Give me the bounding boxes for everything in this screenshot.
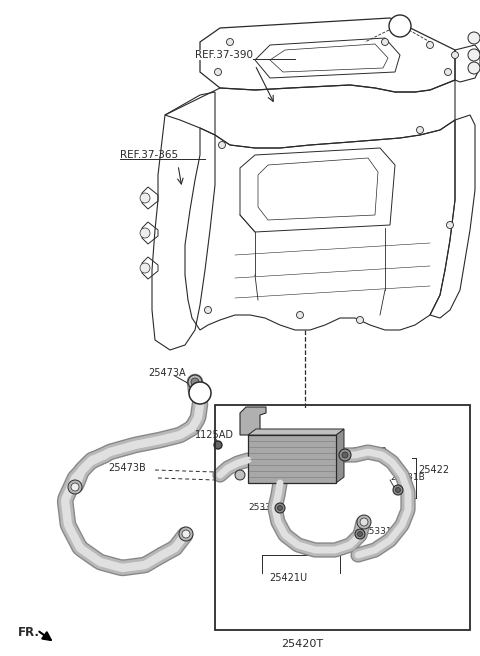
Text: REF.37-390: REF.37-390 — [195, 50, 253, 60]
Text: 25331B: 25331B — [390, 474, 425, 483]
Polygon shape — [248, 429, 344, 435]
Circle shape — [204, 306, 212, 314]
Circle shape — [218, 142, 226, 148]
Text: A: A — [396, 21, 403, 31]
Circle shape — [358, 531, 362, 537]
Circle shape — [360, 518, 368, 526]
Text: 25422: 25422 — [418, 465, 449, 475]
Polygon shape — [240, 407, 266, 435]
Text: 25331B: 25331B — [363, 527, 398, 537]
Bar — [248, 435, 336, 483]
Circle shape — [68, 480, 82, 494]
Circle shape — [215, 68, 221, 75]
Circle shape — [357, 316, 363, 323]
Text: 25420T: 25420T — [281, 639, 323, 649]
Text: 25331B: 25331B — [248, 504, 283, 512]
Circle shape — [235, 470, 245, 480]
Circle shape — [389, 15, 411, 37]
Circle shape — [140, 193, 150, 203]
Circle shape — [179, 527, 193, 541]
Circle shape — [427, 41, 433, 49]
Circle shape — [140, 228, 150, 238]
Text: 25331B: 25331B — [352, 447, 387, 455]
Text: 25473A: 25473A — [148, 368, 186, 378]
Circle shape — [452, 52, 458, 58]
Circle shape — [446, 222, 454, 228]
Circle shape — [277, 506, 283, 510]
Bar — [215, 405, 470, 630]
Circle shape — [393, 485, 403, 495]
Circle shape — [71, 483, 79, 491]
Circle shape — [191, 378, 199, 386]
Circle shape — [357, 515, 371, 529]
Circle shape — [355, 529, 365, 539]
Text: A: A — [197, 388, 204, 398]
Text: 25473B: 25473B — [108, 463, 146, 473]
Polygon shape — [336, 429, 344, 483]
Circle shape — [468, 32, 480, 44]
Circle shape — [214, 441, 222, 449]
Text: 25421U: 25421U — [269, 573, 307, 583]
Circle shape — [339, 449, 351, 461]
Circle shape — [396, 487, 400, 493]
Text: FR.: FR. — [18, 626, 40, 638]
Text: REF.37-365: REF.37-365 — [120, 150, 178, 160]
Text: 1125AD: 1125AD — [195, 430, 234, 440]
Circle shape — [468, 62, 480, 74]
Circle shape — [227, 39, 233, 45]
Circle shape — [189, 382, 211, 404]
Circle shape — [275, 503, 285, 513]
Circle shape — [182, 530, 190, 538]
Circle shape — [140, 263, 150, 273]
Circle shape — [297, 312, 303, 319]
Circle shape — [382, 39, 388, 45]
Circle shape — [188, 375, 202, 389]
Circle shape — [444, 68, 452, 75]
Circle shape — [417, 127, 423, 134]
Circle shape — [342, 452, 348, 458]
Circle shape — [468, 49, 480, 61]
